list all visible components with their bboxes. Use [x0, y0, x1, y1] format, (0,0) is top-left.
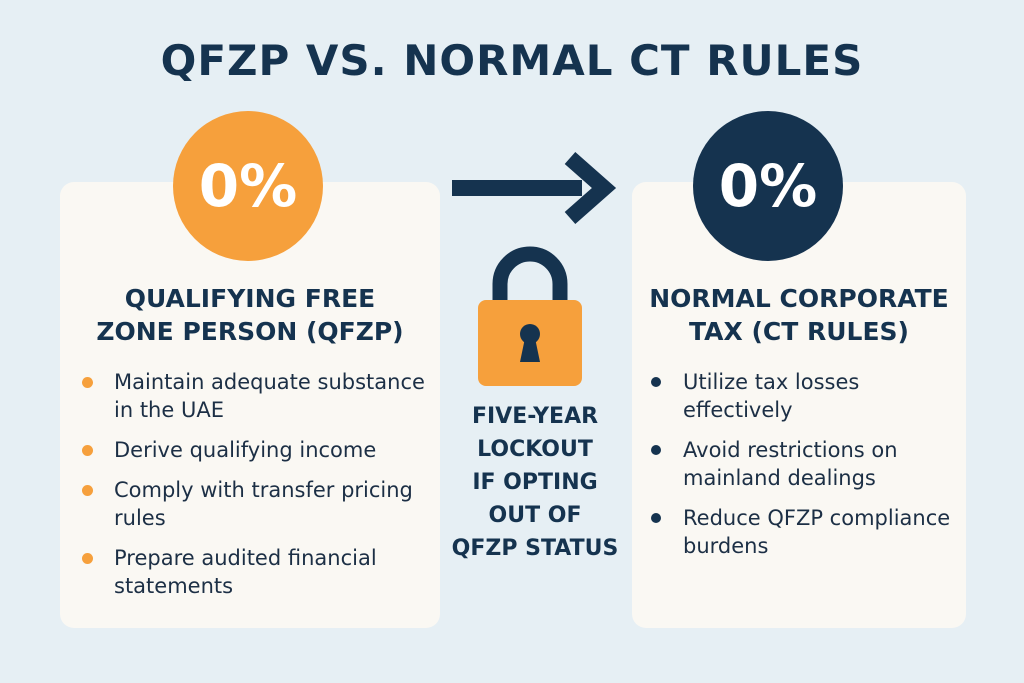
list-item-text: Utilize tax losses effectively [683, 370, 860, 422]
qfzp-title-line: QUALIFYING FREE [124, 284, 376, 313]
padlock-icon [478, 246, 582, 386]
bullet-dot-icon [651, 445, 661, 455]
ct-title-line: TAX (CT RULES) [689, 317, 909, 346]
bullet-dot-icon [82, 485, 93, 496]
ct-title-line: NORMAL CORPORATE [649, 284, 949, 313]
list-item-text: Derive qualifying income [114, 438, 377, 462]
lockout-line: FIVE-YEAR [471, 404, 599, 429]
page-title: QFZP VS. NORMAL CT RULES [160, 36, 864, 85]
list-item: Avoid restrictions on mainland dealings [651, 436, 956, 492]
list-item-text: Prepare audited financial statements [114, 546, 377, 598]
bullet-dot-icon [82, 377, 93, 388]
lockout-note: FIVE-YEAR LOCKOUT IF OPTING OUT OF QFZP … [440, 400, 630, 565]
qfzp-rate-circle: 0% [173, 111, 323, 261]
bullet-dot-icon [651, 513, 661, 523]
list-item: Derive qualifying income [82, 436, 432, 464]
bullet-dot-icon [82, 553, 93, 564]
list-item-text: Avoid restrictions on mainland dealings [683, 438, 898, 490]
bullet-dot-icon [82, 445, 93, 456]
lockout-line: OUT OF [488, 503, 582, 528]
bullet-dot-icon [651, 377, 661, 387]
qfzp-title: QUALIFYING FREE ZONE PERSON (QFZP) [60, 282, 440, 348]
list-item: Comply with transfer pricing rules [82, 476, 432, 532]
ct-rules-card [632, 182, 966, 628]
ct-rate-circle: 0% [693, 111, 843, 261]
ct-title: NORMAL CORPORATE TAX (CT RULES) [632, 282, 966, 348]
list-item-text: Comply with transfer pricing rules [114, 478, 413, 530]
list-item: Reduce QFZP compliance burdens [651, 504, 956, 560]
lockout-line: QFZP STATUS [451, 536, 619, 561]
list-item: Maintain adequate substance in the UAE [82, 368, 432, 424]
lockout-line: LOCKOUT [477, 437, 593, 462]
arrow-right-icon [452, 152, 617, 224]
ct-benefits-list: Utilize tax losses effectively Avoid res… [651, 368, 956, 572]
list-item: Utilize tax losses effectively [651, 368, 956, 424]
list-item-text: Reduce QFZP compliance burdens [683, 506, 951, 558]
list-item: Prepare audited financial statements [82, 544, 432, 600]
lockout-line: IF OPTING [472, 470, 598, 495]
qfzp-requirements-list: Maintain adequate substance in the UAE D… [82, 368, 432, 612]
list-item-text: Maintain adequate substance in the UAE [114, 370, 425, 422]
qfzp-title-line: ZONE PERSON (QFZP) [96, 317, 404, 346]
